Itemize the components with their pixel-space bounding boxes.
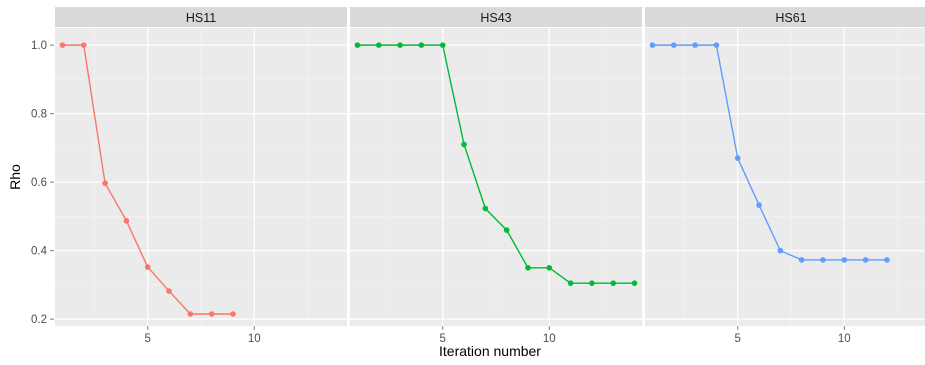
y-tick-label: 1.0 (31, 40, 47, 52)
data-point (649, 42, 656, 48)
data-point (692, 42, 698, 48)
data-point (187, 311, 194, 317)
data-point (713, 42, 720, 48)
data-point (589, 280, 595, 286)
data-point (482, 205, 489, 212)
data-point (166, 288, 172, 294)
data-point (525, 264, 531, 271)
data-point (777, 247, 784, 254)
data-point (756, 202, 762, 208)
data-point (841, 257, 848, 263)
data-point (546, 264, 553, 271)
y-tick-label: 0.4 (31, 246, 48, 258)
facet-strip (350, 7, 642, 27)
data-point (354, 42, 361, 48)
data-point (208, 311, 215, 317)
x-tick-label: 5 (735, 333, 741, 345)
y-tick-label: 0.6 (31, 177, 47, 189)
y-axis-title: Rho (7, 164, 23, 190)
series-line-hs61 (652, 44, 887, 261)
data-point (418, 42, 425, 48)
y-tick-label: 0.2 (31, 314, 47, 326)
data-point (439, 42, 446, 48)
data-point (820, 257, 826, 263)
data-point (503, 227, 510, 233)
facet-title: HS61 (775, 11, 806, 25)
x-tick-label: 10 (248, 333, 261, 345)
data-point (397, 42, 403, 48)
data-point (123, 218, 130, 224)
data-point (862, 257, 869, 263)
facet-title: HS11 (186, 11, 216, 25)
facet-title: HS43 (480, 11, 511, 25)
data-point (80, 42, 87, 48)
facet-strip (645, 7, 925, 27)
data-point (734, 155, 741, 161)
data-point (102, 180, 108, 186)
data-point (567, 280, 574, 286)
data-point (144, 264, 151, 270)
x-tick-label: 5 (440, 333, 446, 345)
x-tick-label: 10 (838, 333, 851, 345)
y-tick-label: 0.8 (31, 109, 47, 121)
x-axis-title: Iteration number (439, 343, 541, 359)
data-point (631, 280, 638, 286)
data-point (461, 141, 467, 148)
data-point (59, 42, 66, 48)
data-point (670, 42, 677, 48)
data-point (798, 257, 805, 263)
panel-background (645, 28, 925, 326)
data-point (610, 280, 617, 286)
data-point (375, 42, 382, 48)
data-point (230, 311, 236, 317)
x-tick-label: 10 (543, 333, 556, 345)
x-tick-label: 5 (145, 333, 151, 345)
data-point (884, 257, 890, 263)
facet-strip (55, 7, 347, 27)
series-line-hs43 (357, 44, 635, 284)
